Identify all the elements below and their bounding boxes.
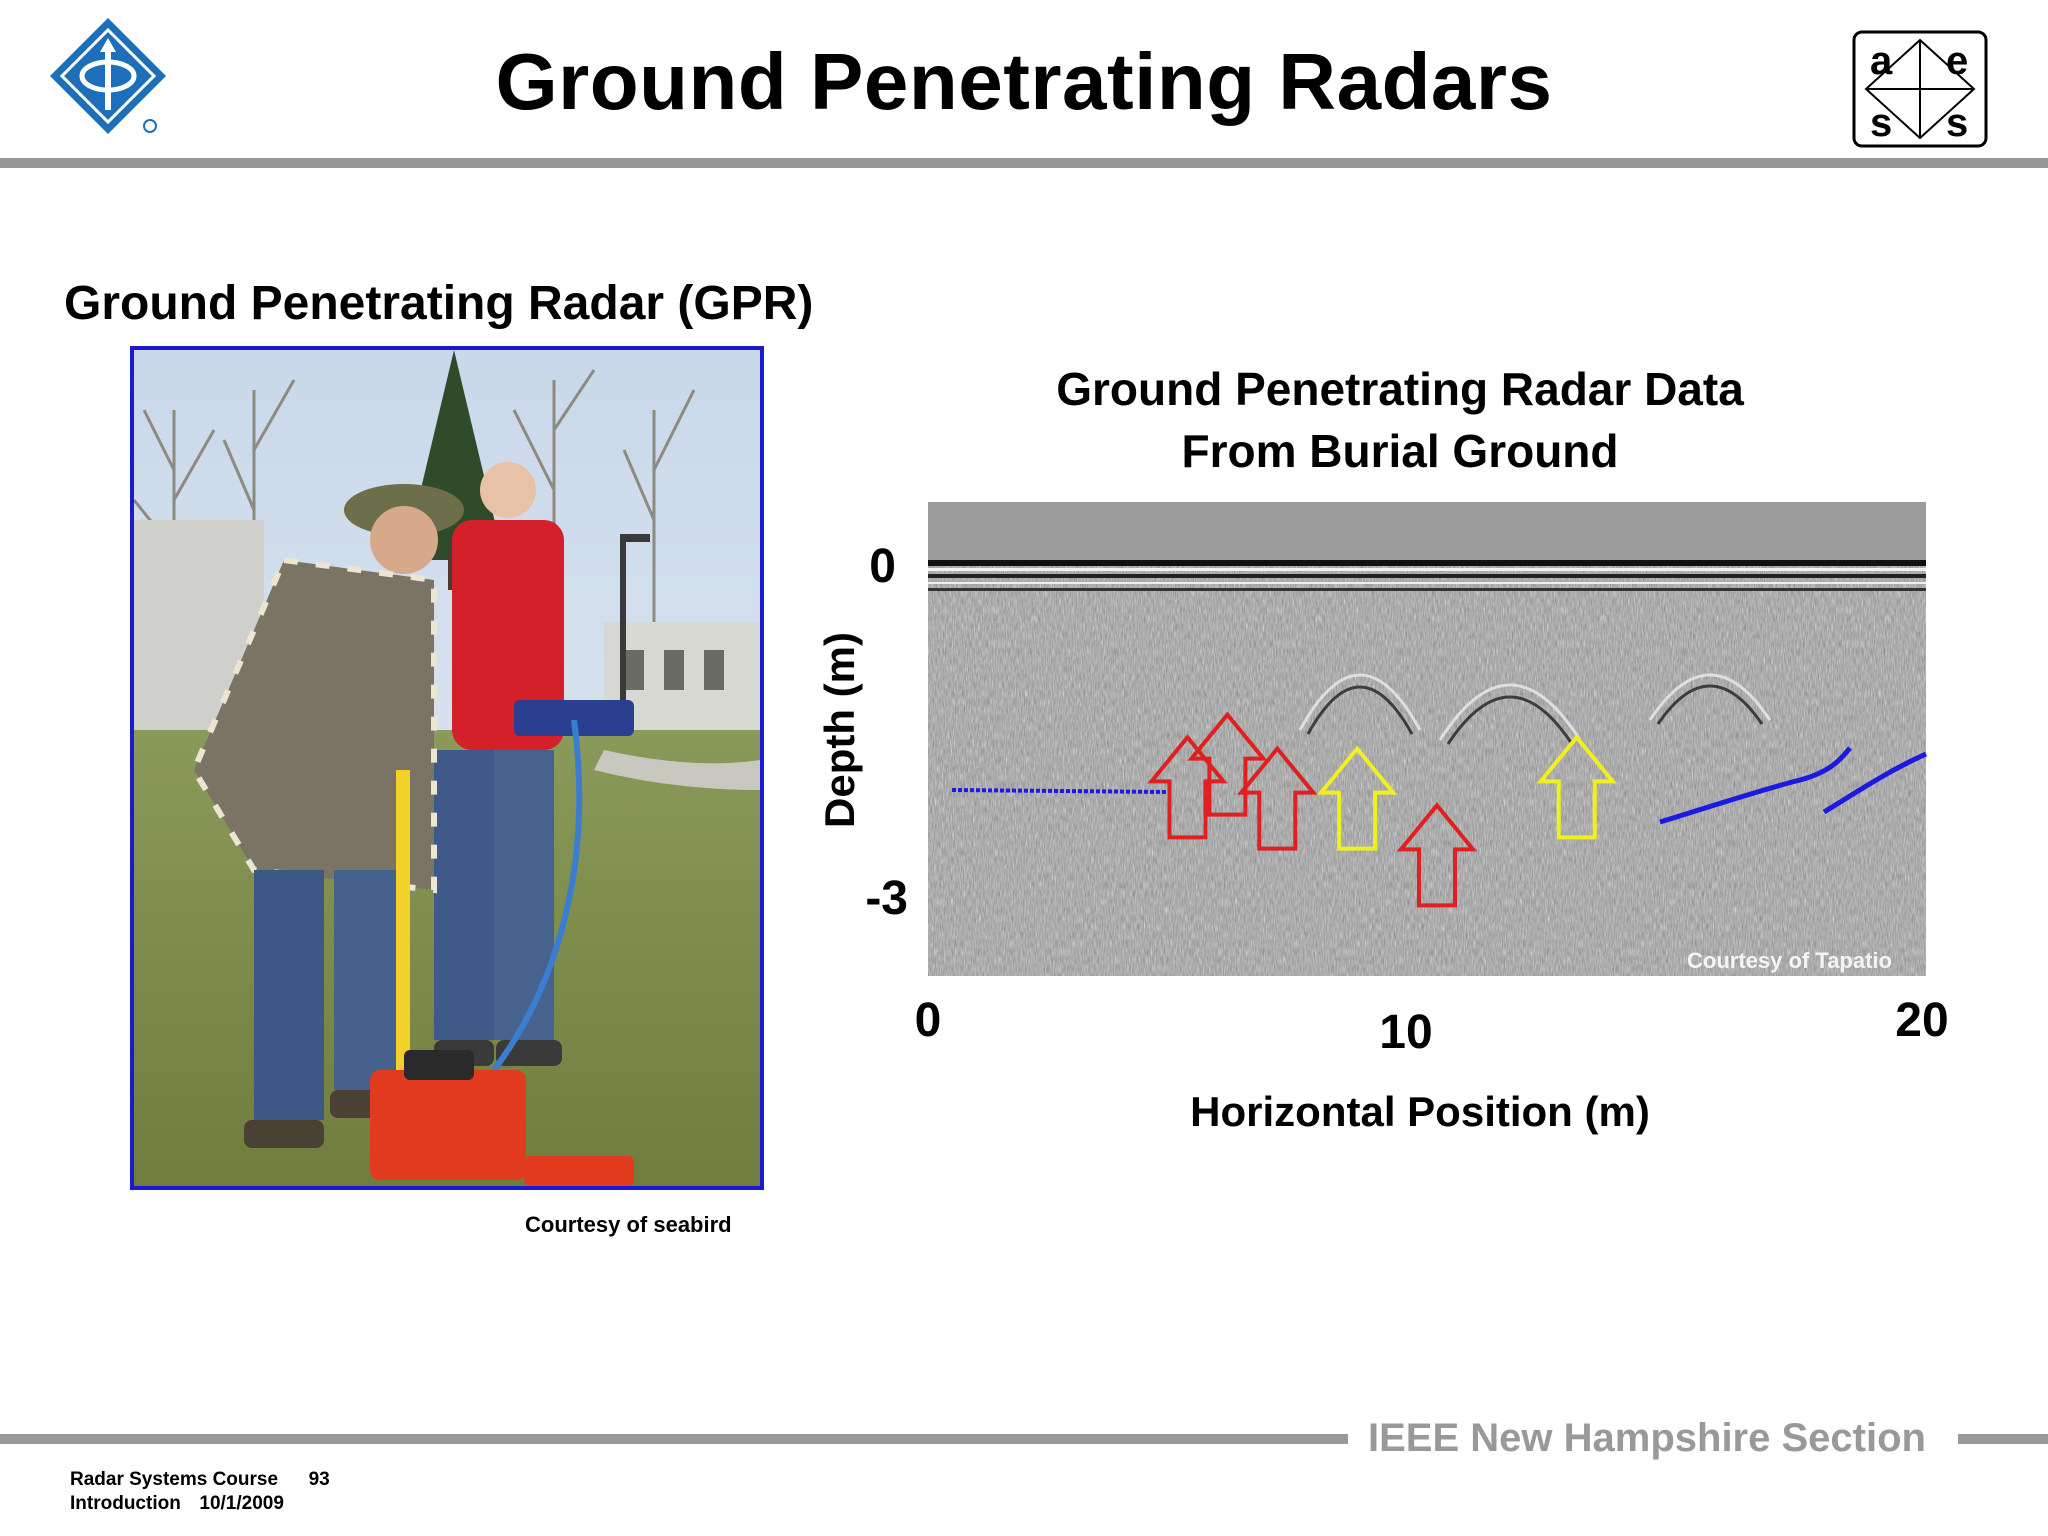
footer-divider-left xyxy=(0,1434,1348,1444)
footer-date: 10/1/2009 xyxy=(199,1493,284,1514)
aess-logo-icon: a e s s xyxy=(1852,30,1988,148)
chart-credit: Courtesy of Tapatio xyxy=(1687,948,1892,973)
photo-credit: Courtesy of seabird xyxy=(525,1212,732,1237)
surface-reflection xyxy=(928,560,1926,745)
blue-layer-trace-left xyxy=(951,788,1171,794)
aess-letter-s1: s xyxy=(1870,101,1892,145)
red-arrow-marker-3 xyxy=(1396,802,1478,908)
slide-subtitle: Ground Penetrating Radar (GPR) xyxy=(64,277,814,330)
section-name: IEEE New Hampshire Section xyxy=(1368,1416,1926,1460)
radargram-texture xyxy=(928,562,1926,976)
x-tick-0: 0 xyxy=(915,994,942,1047)
y-tick-minus3: -3 xyxy=(865,872,908,925)
footer-page-number: 93 xyxy=(308,1469,330,1490)
x-tick-10: 10 xyxy=(1379,1006,1432,1059)
y-axis-label: Depth (m) xyxy=(816,632,863,828)
red-arrow-marker-1 xyxy=(1187,711,1268,817)
yellow-arrow-marker-5 xyxy=(1536,734,1617,840)
blue-layer-trace-right-2 xyxy=(1822,751,1928,815)
gpr-field-photo-image xyxy=(134,350,760,1186)
chart-title: Ground Penetrating Radar Data From Buria… xyxy=(940,358,1860,482)
slide-title: Ground Penetrating Radars xyxy=(495,37,1553,126)
footer-course: Radar Systems Course xyxy=(70,1469,279,1490)
ieee-logo xyxy=(46,14,170,138)
x-tick-20: 20 xyxy=(1895,994,1948,1047)
air-gap-band xyxy=(928,502,1926,560)
x-axis-label: Horizontal Position (m) xyxy=(1190,1088,1650,1135)
y-tick-0: 0 xyxy=(869,540,896,593)
gpr-photo xyxy=(130,346,764,1190)
yellow-arrow-marker-4 xyxy=(1316,745,1398,851)
blue-layer-trace-right-1 xyxy=(1659,746,1852,825)
red-arrow-marker-2 xyxy=(1237,745,1318,851)
aess-letter-a: a xyxy=(1870,39,1893,83)
header-divider xyxy=(0,158,2048,168)
chart-title-line-1: Ground Penetrating Radar Data xyxy=(1056,363,1744,415)
aess-letter-s2: s xyxy=(1946,101,1968,145)
footer-info: Radar Systems Course 93 Introduction 10/… xyxy=(70,1468,330,1516)
burial-markers xyxy=(1147,711,1617,908)
chart-title-line-2: From Burial Ground xyxy=(1181,425,1619,477)
footer-divider-right xyxy=(1958,1434,2048,1444)
gpr-radargram-chart: Courtesy of Tapatio 0 -3 Depth (m) 0 10 … xyxy=(816,502,1949,1135)
footer-module: Introduction xyxy=(70,1493,181,1514)
aess-logo: a e s s xyxy=(1852,30,1988,148)
ieee-logo-icon xyxy=(50,18,166,134)
red-arrow-marker-0 xyxy=(1147,734,1228,840)
aess-letter-e: e xyxy=(1946,39,1968,83)
